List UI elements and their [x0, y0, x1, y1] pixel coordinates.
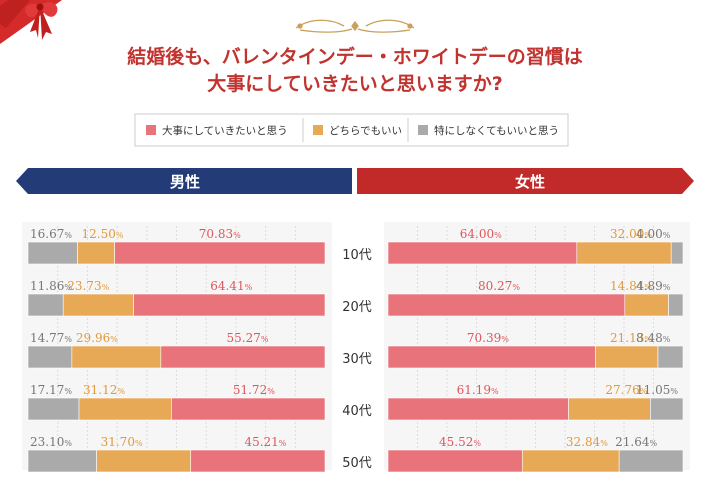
female-label-important: 70.39%	[467, 331, 509, 345]
female-label-important: 80.27%	[478, 279, 520, 293]
female-label-not-needed: 8.48%	[636, 331, 671, 345]
male-bar-important	[114, 241, 326, 265]
flourish-ornament	[295, 19, 415, 33]
legend-label-either: どちらでもいい	[329, 125, 402, 137]
male-bar-not-needed	[27, 397, 80, 421]
banner-female: 女性	[357, 168, 694, 194]
male-label-important: 55.27%	[227, 331, 269, 345]
female-label-either: 21.13%	[610, 331, 652, 345]
female-bar-not-needed	[670, 241, 684, 265]
legend-swatch-not-needed	[418, 125, 428, 135]
male-bar-important	[160, 345, 326, 369]
female-bar-either	[624, 293, 669, 317]
female-label-either: 32.84%	[566, 435, 608, 449]
legend-label-not-needed: 特にしなくてもいいと思う	[434, 125, 559, 137]
female-label-not-needed: 21.64%	[615, 435, 657, 449]
female-bar-either	[576, 241, 672, 265]
male-bar-important	[133, 293, 326, 317]
female-bar-not-needed	[657, 345, 684, 369]
female-label-not-needed: 4.89%	[636, 279, 671, 293]
male-bar-either	[78, 397, 172, 421]
male-label-not-needed: 16.67%	[30, 227, 72, 241]
male-label-not-needed: 14.77%	[30, 331, 72, 345]
female-bar-important	[387, 345, 596, 369]
chart-title-line2: 大事にしていきたいと思いますか?	[207, 72, 502, 95]
age-category-label: 50代	[342, 456, 372, 471]
male-bar-not-needed	[27, 345, 73, 369]
male-label-not-needed: 17.17%	[30, 383, 72, 397]
male-bar-important	[190, 449, 326, 473]
female-label-either: 14.84%	[610, 279, 652, 293]
legend-swatch-important	[146, 125, 156, 135]
female-bar-not-needed	[650, 397, 684, 421]
female-bar-not-needed	[668, 293, 684, 317]
banner-male: 男性	[16, 168, 352, 194]
female-bar-important	[387, 293, 626, 317]
female-bar-important	[387, 241, 578, 265]
banner-male-label: 男性	[170, 173, 200, 191]
male-label-not-needed: 11.86%	[30, 279, 72, 293]
female-label-either: 27.76%	[605, 383, 647, 397]
male-label-important: 51.72%	[233, 383, 275, 397]
female-bar-either	[568, 397, 651, 421]
female-label-not-needed: 11.05%	[636, 383, 678, 397]
age-category-label: 40代	[342, 404, 372, 419]
female-bar-important	[387, 449, 523, 473]
male-bar-not-needed	[27, 449, 97, 473]
male-label-not-needed: 23.10%	[30, 435, 72, 449]
male-bar-either	[77, 241, 115, 265]
male-bar-either	[62, 293, 135, 317]
age-category-label: 30代	[342, 352, 372, 367]
male-bar-not-needed	[27, 293, 64, 317]
female-label-important: 45.52%	[439, 435, 481, 449]
male-label-important: 70.83%	[199, 227, 241, 241]
labels-layer: 16.67% 12.50% 70.83% 10代 11.86%23.73% 64.41% 2…	[30, 227, 678, 471]
female-bar-either	[521, 449, 620, 473]
male-bar-either	[71, 345, 162, 369]
male-label-either: 29.96%	[76, 331, 118, 345]
male-bar-important	[171, 397, 326, 421]
male-label-either: 12.50%	[82, 227, 124, 241]
female-label-important: 61.19%	[457, 383, 499, 397]
male-label-either: 31.70%	[101, 435, 143, 449]
male-bar-not-needed	[27, 241, 78, 265]
male-bar-either	[96, 449, 192, 473]
bars-layer	[27, 241, 684, 473]
banner-female-label: 女性	[515, 173, 545, 191]
age-category-label: 20代	[342, 300, 372, 315]
legend-label-important: 大事にしていきたいと思う	[162, 124, 288, 137]
female-bar-important	[387, 397, 569, 421]
legend-box	[134, 113, 569, 147]
male-label-important: 45.21%	[244, 435, 286, 449]
male-label-important: 64.41%	[210, 279, 252, 293]
male-label-either: 31.12%	[83, 383, 125, 397]
age-category-label: 10代	[342, 248, 372, 263]
female-label-important: 64.00%	[460, 227, 502, 241]
female-label-not-needed: 4.00%	[636, 227, 671, 241]
chart-title-line1: 結婚後も、バレンタインデー・ホワイトデーの習慣は	[127, 45, 582, 68]
female-bar-either	[595, 345, 659, 369]
female-label-either: 32.00%	[610, 227, 652, 241]
legend: 大事にしていきたいと思う どちらでもいい 特にしなくてもいいと思う	[134, 113, 569, 147]
female-bar-not-needed	[618, 449, 684, 473]
ribbon-decoration	[0, 0, 62, 44]
male-label-either: 23.73%	[67, 279, 109, 293]
legend-swatch-either	[313, 125, 323, 135]
